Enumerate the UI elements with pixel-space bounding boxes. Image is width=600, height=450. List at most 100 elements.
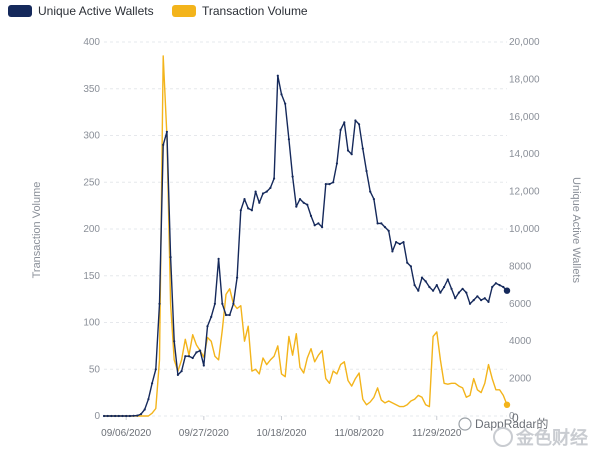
left-tick-label: 200 xyxy=(83,224,100,235)
wallets-point xyxy=(287,138,290,141)
wallets-point xyxy=(391,250,394,253)
wallets-point xyxy=(395,241,398,244)
right-tick-label: 12,000 xyxy=(509,187,540,198)
x-tick-label: 09/06/2020 xyxy=(101,428,151,439)
right-tick-label: 6000 xyxy=(509,299,532,310)
wallets-point xyxy=(424,280,427,283)
wallets-point xyxy=(202,364,205,367)
wallets-point xyxy=(335,162,338,165)
x-tick-label: 10/18/2020 xyxy=(256,428,306,439)
wallets-point xyxy=(468,302,472,305)
legend-swatch-volume xyxy=(172,5,196,17)
wallets-point xyxy=(380,222,383,225)
right-tick-label: 10,000 xyxy=(509,224,540,235)
wallets-point xyxy=(298,198,302,201)
wallets-point xyxy=(265,190,268,193)
wallets-point xyxy=(250,209,253,212)
right-tick-label: 8000 xyxy=(509,261,532,272)
left-tick-label: 400 xyxy=(83,37,100,48)
wallets-point xyxy=(494,282,497,285)
wallets-point xyxy=(406,261,409,264)
wallets-point xyxy=(376,222,379,225)
wallets-point xyxy=(154,368,157,371)
wallets-point xyxy=(221,302,224,305)
wallets-point xyxy=(261,192,265,195)
wallets-point xyxy=(454,297,457,300)
wallets-point xyxy=(191,356,194,360)
wallets-point xyxy=(165,130,168,133)
wallets-point xyxy=(309,214,313,217)
left-axis-ticks: 0 50 100 150 200 250 300 350 400 xyxy=(83,37,100,422)
series-transaction-volume xyxy=(104,55,511,417)
wallets-point xyxy=(217,257,220,260)
wallets-point xyxy=(236,276,239,279)
wallets-point xyxy=(461,287,464,290)
wallets-point xyxy=(358,123,361,126)
wallets-point xyxy=(420,276,424,279)
wallets-point xyxy=(106,414,109,418)
wallets-point xyxy=(398,242,401,246)
right-tick-label: 4000 xyxy=(509,336,532,347)
wallets-point xyxy=(117,414,120,418)
wallets-point xyxy=(169,256,172,259)
wallets-point xyxy=(280,93,283,96)
legend[interactable]: Unique Active Wallets Transaction Volume xyxy=(8,4,308,18)
wallets-point xyxy=(147,398,150,401)
wechat-icon xyxy=(458,417,472,431)
x-axis-ticks: 09/06/2020 09/27/2020 10/18/2020 11/08/2020… xyxy=(101,416,462,439)
wallets-point xyxy=(195,351,198,354)
wallets-point xyxy=(110,414,113,418)
wallets-point xyxy=(417,289,420,292)
wallets-point xyxy=(199,349,202,352)
series-unique-active-wallets xyxy=(102,74,511,418)
right-tick-label: 0 xyxy=(509,411,515,422)
wallets-point xyxy=(187,355,191,358)
wallets-point xyxy=(502,285,505,289)
left-tick-label: 150 xyxy=(83,271,100,282)
watermark: DappRadar的 金色财经 0 xyxy=(458,411,588,448)
wallets-point xyxy=(432,289,435,292)
wallets-point xyxy=(435,284,438,287)
left-tick-label: 0 xyxy=(94,411,100,422)
wallets-point xyxy=(121,414,124,418)
right-axis-ticks: 0 2000 4000 6000 8000 10,000 12,000 14,000 16,00… xyxy=(509,37,540,422)
wallets-point xyxy=(383,226,387,229)
wallets-line xyxy=(104,75,508,417)
wallets-point xyxy=(206,325,209,328)
wallets-point xyxy=(302,201,305,204)
left-axis-title: Transaction Volume xyxy=(31,182,43,279)
wallets-point xyxy=(295,205,298,208)
wallets-point xyxy=(224,313,228,317)
wallets-point xyxy=(210,315,213,318)
wallets-point xyxy=(324,183,327,186)
wallets-point xyxy=(232,302,235,305)
wallets-point xyxy=(321,226,324,229)
wallets-point xyxy=(450,287,453,290)
wallets-point xyxy=(387,229,390,232)
wallets-point xyxy=(291,175,294,178)
right-tick-label: 20,000 xyxy=(509,37,540,48)
wallets-point xyxy=(480,299,483,302)
wallets-point xyxy=(276,74,279,77)
wallets-point xyxy=(269,186,272,189)
wallets-point xyxy=(176,373,179,376)
wallets-point xyxy=(446,278,449,281)
wallets-point xyxy=(313,224,316,227)
wallets-point xyxy=(114,414,117,418)
wallets-point xyxy=(498,284,501,287)
wallets-point xyxy=(354,119,357,122)
right-tick-label: 14,000 xyxy=(509,149,540,160)
wallets-point xyxy=(443,285,446,289)
wallets-point xyxy=(346,149,350,152)
wallets-point xyxy=(180,370,183,373)
wallets-point xyxy=(361,147,364,150)
volume-point xyxy=(503,401,511,408)
wallets-point xyxy=(243,198,246,201)
wallets-point xyxy=(173,340,176,343)
wallets-point xyxy=(476,295,479,298)
left-tick-label: 350 xyxy=(83,84,100,95)
watermark-brand: 金色财经 xyxy=(515,427,588,448)
wallets-point xyxy=(136,414,139,417)
wallets-point xyxy=(139,413,143,416)
